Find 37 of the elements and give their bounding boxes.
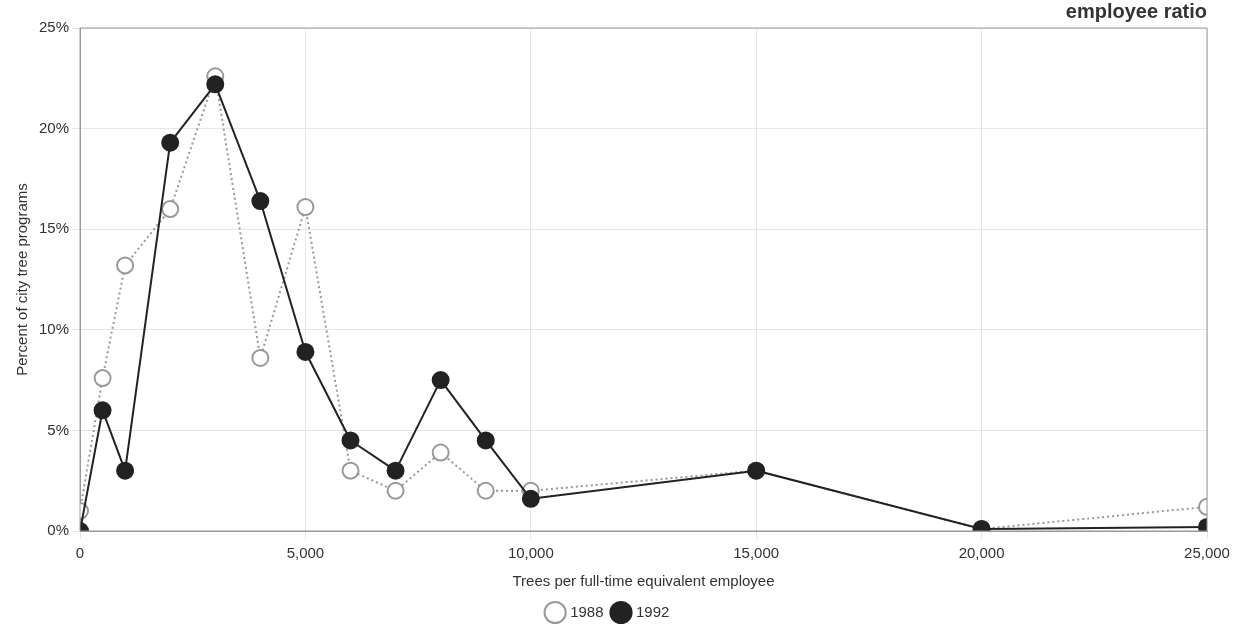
point bbox=[161, 200, 180, 219]
point bbox=[206, 75, 225, 94]
x-axis-title: Trees per full-time equivalent employee bbox=[512, 572, 775, 590]
point bbox=[386, 461, 405, 480]
y-tick-label: 10% bbox=[38, 319, 70, 337]
point bbox=[476, 431, 495, 450]
point bbox=[386, 481, 405, 500]
point bbox=[521, 489, 540, 508]
point bbox=[93, 369, 112, 388]
x-tick-label: 25,000 bbox=[1184, 544, 1230, 562]
point bbox=[251, 192, 270, 211]
point bbox=[296, 342, 315, 361]
x-tick-label: 15,000 bbox=[733, 544, 780, 562]
point bbox=[431, 443, 450, 462]
point bbox=[341, 461, 360, 480]
y-tick-label: 20% bbox=[38, 118, 70, 136]
point bbox=[161, 133, 180, 152]
legend-label: 1992 bbox=[636, 602, 670, 620]
point bbox=[116, 461, 135, 480]
y-tick-label: 5% bbox=[47, 420, 70, 438]
point bbox=[476, 481, 495, 500]
point bbox=[251, 348, 270, 367]
y-tick-label: 0% bbox=[47, 521, 70, 539]
legend-label: 1988 bbox=[570, 602, 604, 620]
x-tick-label: 5,000 bbox=[286, 544, 325, 562]
point bbox=[431, 371, 450, 390]
y-tick-label: 15% bbox=[38, 219, 70, 237]
point bbox=[116, 256, 135, 275]
point bbox=[296, 198, 315, 217]
y-axis-title: Percent of city tree programs bbox=[13, 183, 31, 376]
x-tick-label: 10,000 bbox=[507, 544, 554, 562]
x-tick-label: 20,000 bbox=[958, 544, 1005, 562]
point bbox=[341, 431, 360, 450]
x-tick-label: 0 bbox=[75, 544, 85, 562]
point bbox=[93, 401, 112, 420]
chart-title: employee ratio bbox=[1065, 0, 1207, 22]
y-tick-label: 25% bbox=[38, 18, 70, 36]
